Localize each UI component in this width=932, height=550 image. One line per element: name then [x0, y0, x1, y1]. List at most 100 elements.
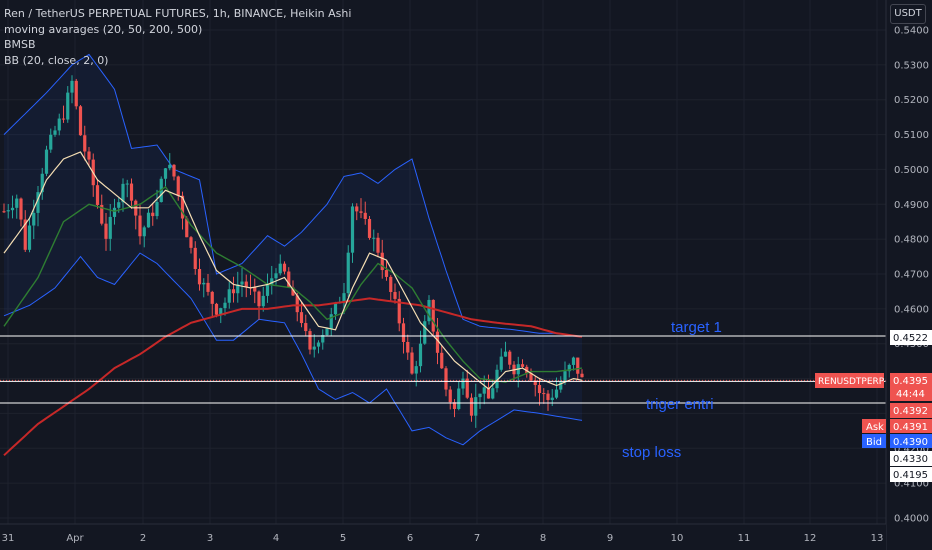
candle-body [189, 237, 193, 248]
ma-fast-line [3, 151, 583, 390]
candle-body [554, 389, 559, 398]
candle-body [308, 331, 312, 350]
candle-body [10, 207, 15, 211]
extra-price-tag [890, 467, 932, 482]
candle-body [108, 216, 112, 239]
candle-body [312, 346, 316, 350]
legend-ma[interactable]: moving avarages (20, 50, 200, 500) [4, 22, 203, 36]
x-tick-label: 31 [2, 533, 15, 544]
candle-body [486, 387, 491, 399]
candle-body [163, 168, 168, 179]
countdown-text: 44:44 [896, 389, 925, 400]
candle-body [219, 308, 223, 315]
candle-body [236, 284, 240, 294]
candle-body [129, 183, 134, 201]
candle-body [57, 118, 61, 131]
candle-body [240, 281, 244, 285]
candle-body [278, 263, 282, 274]
candle-body [74, 80, 78, 107]
price-axis-ticks: 0.5400 0.5300 0.5200 0.5100 0.5000 0.4900 0.48… [894, 26, 929, 525]
candle-body [121, 183, 125, 203]
candle-body [346, 252, 350, 294]
candle-body [363, 212, 367, 219]
candle-body [563, 371, 567, 383]
candle-body [503, 351, 508, 357]
y-tick-label: 0.5300 [894, 60, 929, 71]
candle-body [66, 92, 70, 120]
chart-grid [0, 0, 886, 524]
candle-body [559, 382, 563, 390]
symbol-tag-text: RENUSDTPERP [818, 377, 885, 387]
candle-body [257, 291, 261, 307]
candle-body [155, 202, 159, 217]
candle-body [265, 284, 270, 296]
current-price-tag [890, 373, 932, 401]
y-tick-label: 0.5000 [894, 165, 929, 176]
candle-body [431, 299, 435, 332]
candle-body [36, 192, 40, 213]
candle-body [333, 303, 338, 315]
x-tick-label: 6 [407, 533, 413, 544]
candle-body [440, 352, 444, 369]
candle-body [380, 252, 384, 271]
candle-body [567, 364, 571, 372]
y-tick-label: 0.4800 [894, 235, 929, 246]
bid-label-tag [862, 434, 886, 448]
x-tick-label: 4 [273, 533, 279, 544]
target-price-tag [890, 330, 932, 345]
candle-body [482, 387, 486, 394]
candle-body [185, 218, 189, 238]
candle-body [427, 299, 431, 322]
time-axis[interactable] [0, 524, 886, 550]
y-tick-label: 0.4200 [894, 444, 929, 455]
y-tick-label: 0.4100 [894, 479, 929, 490]
y-tick-label: 0.4600 [894, 304, 929, 315]
extra-price-text: 0.4195 [893, 470, 928, 481]
candle-body [372, 237, 376, 239]
candle-body [571, 357, 576, 365]
legend-bmsb[interactable]: BMSB [4, 38, 36, 51]
trigger-price-tag [890, 403, 932, 418]
x-tick-label: 8 [540, 533, 546, 544]
candle-body [393, 291, 397, 299]
candle-body [397, 298, 401, 324]
candle-body [227, 289, 231, 303]
candle-body [580, 373, 584, 378]
bid-price-tag [890, 434, 932, 448]
candle-body [520, 364, 525, 367]
candle-body [495, 369, 499, 389]
candle-body [576, 357, 580, 374]
candle-body [253, 287, 257, 292]
ma-mid-line [3, 185, 583, 383]
x-tick-label: 7 [474, 533, 480, 544]
candle-body [461, 378, 465, 389]
y-tick-label: 0.5100 [894, 130, 929, 141]
candle-body [537, 385, 542, 394]
candle-body [95, 185, 100, 205]
candle-body [304, 323, 308, 332]
candle-body [214, 303, 219, 315]
candle-body [435, 331, 440, 353]
y-tick-label: 0.4000 [894, 514, 929, 525]
bollinger-upper-band [3, 53, 583, 338]
candle-body [142, 227, 146, 237]
candle-body [40, 173, 44, 193]
candle-body [138, 215, 142, 237]
currency-button[interactable]: USDT [890, 4, 926, 24]
candle-body [49, 134, 53, 150]
trigger-annotation: triger entri [646, 396, 714, 413]
candle-body [325, 328, 329, 335]
y-tick-label: 0.4900 [894, 200, 929, 211]
ask-label-text: Ask [866, 422, 884, 433]
legend-bb[interactable]: BB (20, close, 2, 0) [4, 53, 109, 67]
ask-price-text: 0.4391 [893, 422, 928, 433]
candle-body [146, 212, 151, 228]
candle-body [100, 204, 104, 224]
candle-body [321, 334, 325, 343]
candle-body [418, 343, 423, 367]
candle-body [546, 393, 550, 400]
candle-body [474, 397, 478, 416]
legend-symbol[interactable]: Ren / TetherUS PERPETUAL FUTURES, 1h, BI… [4, 7, 352, 20]
